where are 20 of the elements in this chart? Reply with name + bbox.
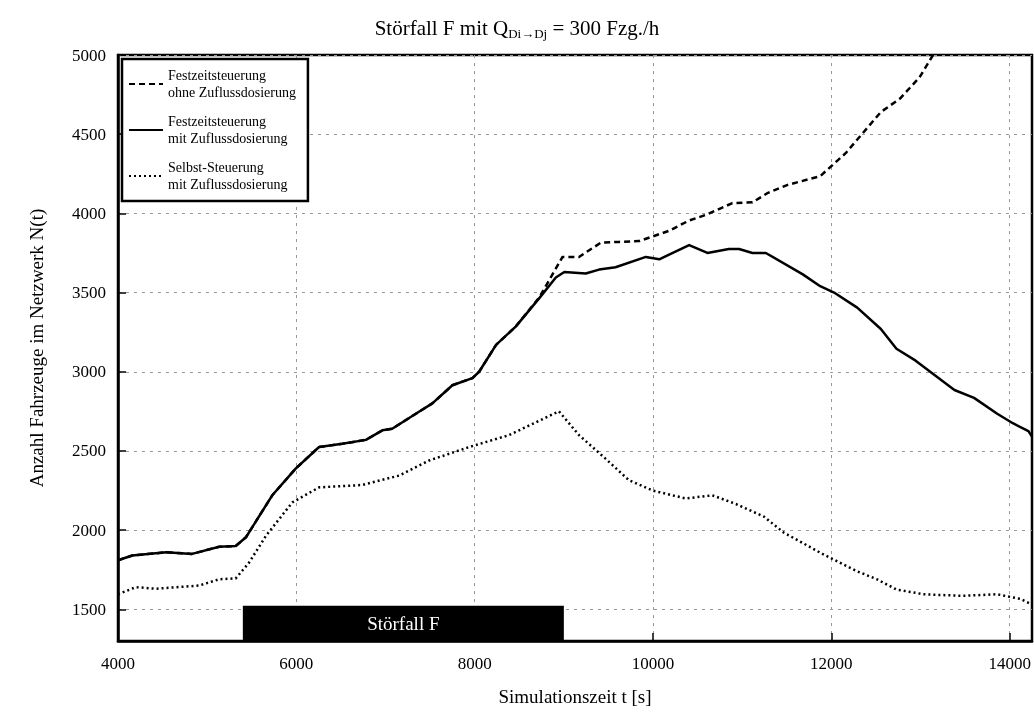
legend-label: Selbst-Steuerung mit Zuflussdosierung <box>168 160 288 192</box>
y-tick-label: 3500 <box>72 283 106 303</box>
y-tick-label: 4000 <box>72 203 106 223</box>
legend-label: Festzeitsteuerung mit Zuflussdosierung <box>168 114 288 146</box>
y-tick-label: 4500 <box>72 124 106 144</box>
x-tick-label: 14000 <box>988 654 1031 673</box>
legend-label: Festzeitsteuerung ohne Zuflussdosierung <box>168 68 296 100</box>
x-tick-label: 4000 <box>101 654 135 673</box>
y-tick-label: 5000 <box>72 45 106 65</box>
y-axis-title: Anzahl Fahrzeuge im Netzwerk N(t) <box>26 208 48 488</box>
x-axis-title: Simulationszeit t [s] <box>498 686 652 707</box>
x-tick-label: 8000 <box>457 654 492 673</box>
x-tick-label: 6000 <box>279 654 314 673</box>
y-tick-label: 3000 <box>72 362 106 382</box>
y-tick-label: 1500 <box>72 599 106 619</box>
band-label: Störfall F <box>367 612 440 634</box>
x-tick-label: 12000 <box>810 654 853 673</box>
x-tick-label: 10000 <box>631 654 675 673</box>
y-tick-label: 2500 <box>72 441 106 461</box>
y-tick-label: 2000 <box>72 520 106 540</box>
